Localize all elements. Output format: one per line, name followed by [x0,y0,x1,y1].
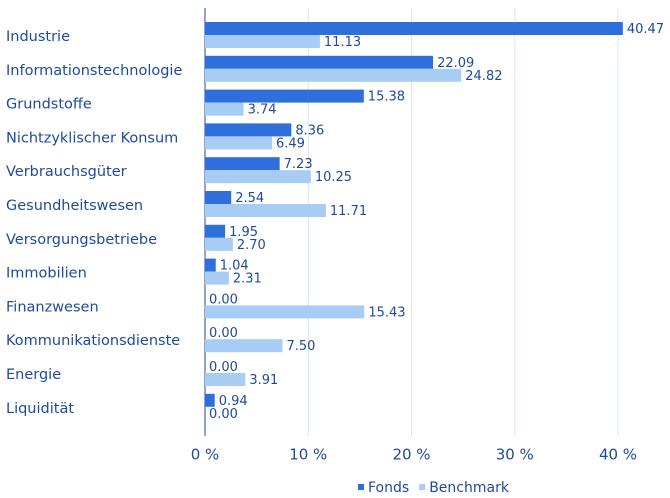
category-label: Liquidität [6,401,74,417]
category-label: Immobilien [6,266,87,282]
value-label: 0.94 [219,394,248,409]
value-label: 7.50 [286,339,315,354]
legend-swatch [358,484,364,490]
category-label: Versorgungsbetriebe [6,232,157,248]
category-label: Energie [6,367,61,383]
value-label: 15.38 [368,90,405,105]
bar [205,204,326,217]
value-label: 0.00 [209,292,238,307]
bar [205,22,623,35]
value-label: 3.74 [248,103,277,118]
x-tick-label: 0 % [191,446,220,464]
x-tick-label: 30 % [496,446,534,464]
value-label: 1.04 [220,259,249,274]
category-label: Grundstoffe [6,97,92,113]
bar [205,136,273,150]
value-label: 24.82 [465,69,502,84]
bar [205,35,320,48]
category-label: Industrie [6,29,70,45]
category-label: Nichtzyklischer Konsum [6,130,178,146]
value-label: 1.95 [229,225,258,240]
value-label: 11.13 [324,35,361,50]
value-label: 11.71 [330,204,367,219]
category-label: Informationstechnologie [6,63,182,79]
bar [205,55,434,69]
bar [205,123,292,137]
bar [205,373,246,386]
value-label: 2.31 [233,272,262,287]
x-tick-label: 10 % [289,446,327,464]
value-label: 40.47 [627,22,664,37]
value-label: 8.36 [295,123,324,138]
value-label: 0.00 [209,326,238,341]
value-label: 2.54 [235,191,264,206]
bar [205,157,280,171]
bar [205,258,216,272]
category-label: Finanzwesen [6,299,99,315]
legend-swatch [419,484,426,490]
value-label: 2.70 [237,238,266,253]
x-tick-label: 20 % [392,446,430,464]
category-label: Gesundheitswesen [6,198,143,214]
value-label: 22.09 [437,56,474,71]
bar [205,393,215,407]
category-label: Verbrauchsgüter [6,164,127,180]
value-label: 3.91 [249,373,278,388]
legend-label: Fonds [368,480,409,496]
value-label: 7.23 [284,157,313,172]
legend-label: Benchmark [429,480,510,496]
category-label: Kommunikationsdienste [6,333,180,349]
bar [205,224,226,238]
value-label: 15.43 [368,305,405,320]
value-label: 10.25 [315,170,352,185]
bar [205,305,365,319]
bar [205,271,229,285]
x-tick-label: 40 % [599,446,637,464]
value-label: 6.49 [276,136,305,151]
bar [205,237,233,251]
bar [205,339,283,353]
value-label: 0.00 [209,360,238,375]
bar [205,191,232,204]
bar [205,102,244,116]
bar [205,89,364,103]
bar [205,170,311,184]
value-label: 0.00 [209,407,238,422]
bar [205,68,462,82]
